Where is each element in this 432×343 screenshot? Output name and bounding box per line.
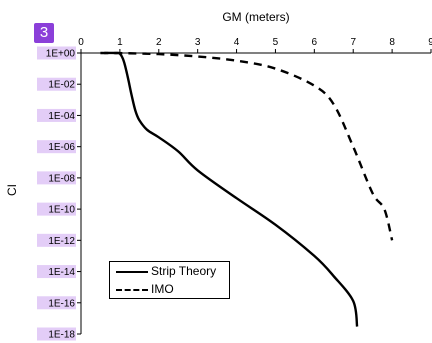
x-axis-title: GM (meters) bbox=[222, 10, 289, 24]
series-lines bbox=[100, 51, 394, 327]
x-tick-label: 4 bbox=[234, 37, 240, 48]
y-tick-label: 1E-08 bbox=[48, 173, 75, 184]
y-tick-label: 1E-06 bbox=[48, 142, 75, 153]
y-tick-highlight bbox=[37, 296, 76, 310]
legend: Strip Theory IMO bbox=[109, 261, 230, 299]
x-tick-label: 1 bbox=[117, 37, 123, 48]
x-tick-label: 2 bbox=[156, 37, 162, 48]
y-axis-title: CI bbox=[5, 184, 19, 196]
y-tick-highlight bbox=[37, 265, 76, 279]
axes bbox=[80, 52, 431, 334]
legend-swatch-solid bbox=[116, 271, 148, 273]
y-tick-highlight bbox=[37, 202, 76, 216]
y-tick-label: 1E-14 bbox=[48, 267, 75, 278]
y-tick-label: 1E+00 bbox=[46, 49, 76, 60]
series-line-strip-theory bbox=[104, 51, 359, 327]
y-tick-highlight bbox=[37, 77, 76, 91]
y-tick-label: 1E-04 bbox=[48, 111, 75, 122]
y-tick-label: 1E-02 bbox=[48, 80, 75, 91]
legend-swatch-dashed bbox=[116, 289, 148, 291]
y-tick-highlight bbox=[37, 327, 76, 341]
y-tick-label: 1E-16 bbox=[48, 298, 75, 309]
x-tick-label: 3 bbox=[195, 37, 201, 48]
y-tick-label: 1E-10 bbox=[48, 205, 75, 216]
legend-item-strip-theory: Strip Theory bbox=[110, 263, 229, 280]
x-tick-label: 8 bbox=[389, 37, 395, 48]
figure-number-badge: 3 bbox=[34, 23, 54, 43]
y-tick-highlight bbox=[37, 140, 76, 154]
y-axis-ticks: 1E+00 1E-02 1E-04 1E-06 1E-08 1E-10 1E-12 1E-14… bbox=[37, 46, 81, 341]
legend-item-imo: IMO bbox=[110, 281, 229, 298]
x-tick-label: 5 bbox=[273, 37, 279, 48]
y-tick-label: 1E-12 bbox=[48, 236, 75, 247]
legend-label: Strip Theory bbox=[151, 264, 217, 278]
y-tick-highlight bbox=[37, 46, 76, 60]
series-line-imo bbox=[100, 51, 394, 241]
x-axis-ticks: 0 1 2 3 4 5 6 7 8 9 bbox=[78, 37, 432, 53]
x-tick-label: 9 bbox=[428, 37, 432, 48]
legend-label: IMO bbox=[151, 282, 174, 296]
x-tick-label: 0 bbox=[78, 37, 84, 48]
x-tick-label: 6 bbox=[312, 37, 318, 48]
y-tick-label: 1E-18 bbox=[48, 330, 75, 341]
y-tick-highlight bbox=[37, 233, 76, 247]
y-tick-highlight bbox=[37, 108, 76, 122]
y-tick-highlight bbox=[37, 171, 76, 185]
x-tick-label: 7 bbox=[350, 37, 356, 48]
